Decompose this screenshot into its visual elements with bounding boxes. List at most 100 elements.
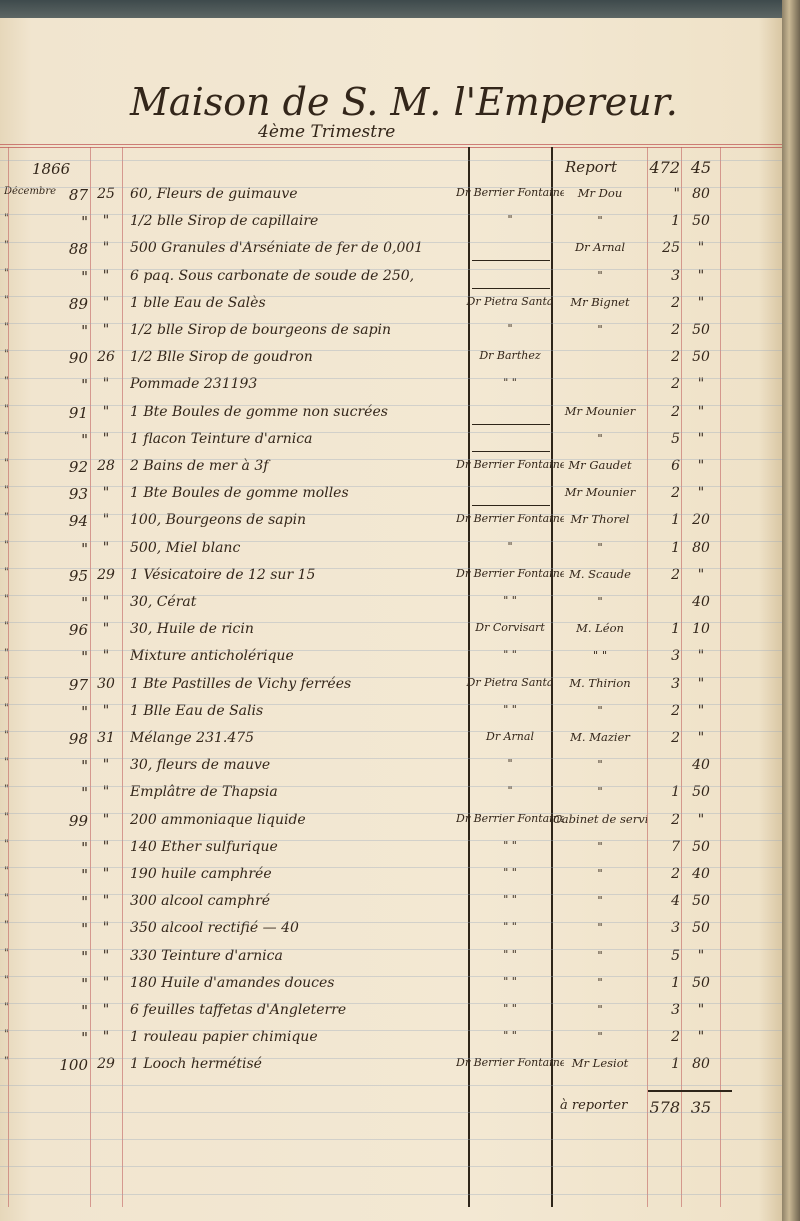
cell-num: " (81, 866, 88, 884)
ruled-line (0, 758, 782, 759)
cell-num: " (81, 540, 88, 558)
cell-month: " (4, 213, 9, 224)
cell-day: " (102, 295, 110, 311)
cell-patient: " (597, 866, 603, 880)
cell-desc: 1/2 blle Sirop de bourgeons de sapin (130, 322, 392, 338)
column-divider (122, 147, 123, 1207)
cell-doctor: " (507, 757, 513, 770)
cell-month: " (4, 703, 9, 714)
cell-month: " (4, 540, 9, 551)
cell-doctor: Dr Berrier Fontaine (456, 512, 564, 525)
cell-fr: 1 (671, 540, 680, 556)
cell-ct: " (697, 240, 705, 256)
cell-desc: 1 blle Eau de Salès (130, 295, 266, 311)
book-spine-edge (782, 0, 800, 1221)
cell-desc: Mélange 231.475 (130, 730, 255, 746)
column-divider (90, 147, 91, 1207)
cell-fr: 4 (671, 893, 680, 909)
cell-day: 30 (97, 676, 115, 692)
cell-month: " (4, 594, 9, 605)
cell-month: " (4, 621, 9, 632)
cell-ct: 80 (692, 540, 710, 556)
cell-desc: 2 Bains de mer à 3f (130, 458, 269, 474)
cell-fr: 2 (671, 404, 680, 420)
cell-month: " (4, 866, 9, 877)
cell-ct: " (697, 485, 705, 501)
cell-month: " (4, 268, 9, 279)
ruled-line (0, 323, 782, 324)
cell-desc: 60, Fleurs de guimauve (130, 186, 298, 202)
cell-ct: " (697, 948, 705, 964)
cell-day: " (102, 784, 110, 800)
cell-day: " (102, 431, 110, 447)
cell-patient: " (597, 213, 603, 227)
cell-doctor: " (507, 540, 513, 553)
cell-ct: " (697, 648, 705, 664)
cell-month: " (4, 839, 9, 850)
cell-month: " (4, 404, 9, 415)
cell-patient: " " (592, 648, 608, 662)
cell-fr: 1 (671, 512, 680, 528)
cell-fr: 3 (671, 648, 680, 664)
cell-ct: 40 (692, 594, 710, 610)
cell-num: " (81, 648, 88, 666)
cell-day: " (102, 485, 110, 501)
cell-day: 31 (97, 730, 115, 746)
cell-patient: M. Thirion (569, 676, 631, 690)
cell-num: " (81, 1029, 88, 1047)
ruled-line (0, 731, 782, 732)
cell-num: 92 (68, 458, 88, 476)
cell-month: " (4, 295, 9, 306)
ruled-line (0, 269, 782, 270)
cell-month: " (4, 812, 9, 823)
cell-day: 29 (97, 567, 115, 583)
column-divider (468, 147, 470, 1207)
cell-ct: 40 (692, 866, 710, 882)
cell-fr: 2 (671, 703, 680, 719)
cell-day: " (102, 1002, 110, 1018)
cell-ct: " (697, 268, 705, 284)
cell-fr: 2 (671, 295, 680, 311)
column-divider (551, 147, 553, 1207)
cell-ct: " (697, 676, 705, 692)
cell-patient: " (597, 784, 603, 798)
cell-patient: " (597, 703, 603, 717)
cell-patient: " (597, 594, 603, 608)
report-francs: 472 (649, 158, 680, 177)
ruled-line (0, 160, 782, 161)
cell-ct: 50 (692, 784, 710, 800)
total-rule (648, 1090, 732, 1092)
cell-num: " (81, 893, 88, 911)
cell-fr: 2 (671, 866, 680, 882)
cell-num: " (81, 839, 88, 857)
ruled-line (0, 677, 782, 678)
cell-desc: 1/2 Blle Sirop de goudron (130, 349, 313, 365)
page-subtitle: 4ème Trimestre (258, 122, 396, 142)
cell-doctor: " " (503, 703, 517, 716)
cell-doctor: " " (503, 839, 517, 852)
cell-ct: 50 (692, 839, 710, 855)
cell-patient: " (597, 540, 603, 554)
cell-month: " (4, 349, 9, 360)
cell-desc: 1 Blle Eau de Salis (130, 703, 264, 719)
cell-month: " (4, 975, 9, 986)
carry-forward-francs: 578 (649, 1098, 680, 1117)
ruled-line (0, 1058, 782, 1059)
cell-ct: 50 (692, 893, 710, 909)
ruled-line (0, 187, 782, 188)
ruled-line (0, 1030, 782, 1031)
ruled-line (0, 1166, 782, 1167)
cell-patient: " (597, 839, 603, 853)
cell-ct: 50 (692, 975, 710, 991)
ruled-line (0, 405, 782, 406)
cell-doctor: Dr Corvisart (475, 621, 545, 634)
cell-month: " (4, 458, 9, 469)
cell-num: " (81, 948, 88, 966)
book-top-edge (0, 0, 800, 18)
cell-ct: 10 (692, 621, 710, 637)
ruled-line (0, 459, 782, 460)
ruled-line (0, 813, 782, 814)
cell-fr: 1 (671, 213, 680, 229)
cell-month: " (4, 730, 9, 741)
cell-month: Décembre (4, 186, 57, 197)
